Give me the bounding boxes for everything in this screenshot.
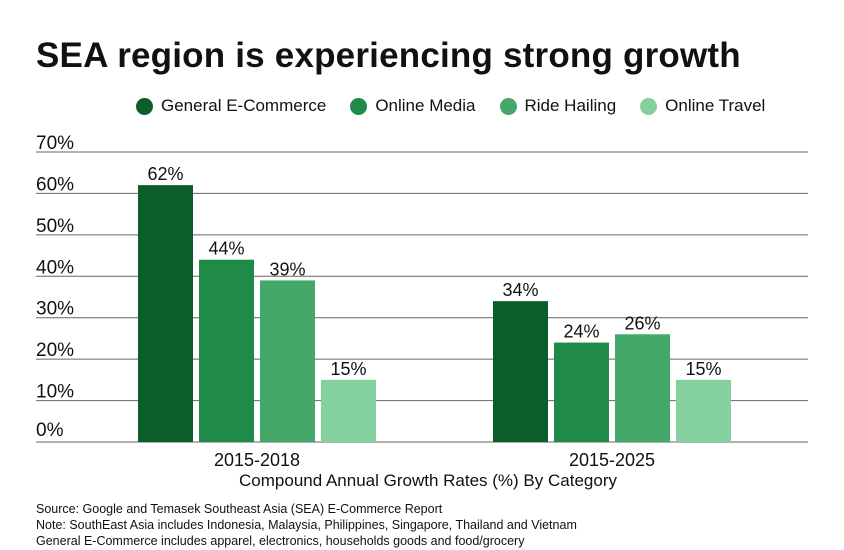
footnotes: Source: Google and Temasek Southeast Asi… bbox=[36, 501, 577, 549]
y-tick-label: 30% bbox=[36, 299, 74, 320]
bar bbox=[554, 342, 609, 442]
source-note: Source: Google and Temasek Southeast Asi… bbox=[36, 502, 443, 516]
data-label: 15% bbox=[330, 359, 366, 379]
y-tick-label: 20% bbox=[36, 340, 74, 361]
bar bbox=[260, 280, 315, 442]
chart-legend: General E-Commerce Online Media Ride Hai… bbox=[136, 96, 765, 116]
legend-label-online-media: Online Media bbox=[375, 96, 476, 115]
category-note: General E-Commerce includes apparel, ele… bbox=[36, 534, 525, 548]
legend-swatch-online-travel bbox=[640, 97, 658, 115]
x-axis-title: Compound Annual Growth Rates (%) By Cate… bbox=[239, 471, 617, 490]
y-tick-label: 10% bbox=[36, 382, 74, 403]
bar bbox=[615, 334, 670, 442]
data-label: 24% bbox=[563, 322, 599, 342]
legend-label-general-ecommerce: General E-Commerce bbox=[161, 96, 327, 115]
legend-label-online-travel: Online Travel bbox=[665, 96, 766, 115]
legend-swatch-online-media bbox=[350, 97, 368, 115]
legend-label-ride-hailing: Ride Hailing bbox=[524, 96, 617, 115]
legend-item-online-media: Online Media bbox=[350, 96, 476, 116]
y-tick-label: 70% bbox=[36, 133, 74, 154]
data-label: 44% bbox=[208, 239, 244, 259]
bar bbox=[321, 379, 376, 442]
legend-swatch-general-ecommerce bbox=[136, 97, 153, 115]
data-label: 34% bbox=[502, 280, 538, 300]
y-tick-label: 40% bbox=[36, 257, 74, 278]
bar bbox=[138, 185, 193, 442]
y-tick-label: 0% bbox=[36, 420, 64, 441]
data-label: 15% bbox=[685, 359, 721, 379]
chart-title: SEA region is experiencing strong growth bbox=[36, 36, 741, 75]
region-note: Note: SouthEast Asia includes Indonesia,… bbox=[36, 518, 577, 532]
legend-swatch-ride-hailing bbox=[499, 97, 517, 115]
legend-item-online-travel: Online Travel bbox=[640, 96, 765, 116]
data-label: 39% bbox=[269, 259, 305, 279]
data-label: 26% bbox=[624, 313, 660, 333]
y-tick-label: 50% bbox=[36, 216, 74, 237]
bar bbox=[199, 259, 254, 442]
y-tick-label: 60% bbox=[36, 174, 74, 195]
legend-item-ride-hailing: Ride Hailing bbox=[499, 96, 617, 116]
bar bbox=[676, 379, 731, 442]
bar bbox=[493, 301, 548, 442]
x-category-label: 2015-2018 bbox=[214, 450, 300, 470]
x-category-label: 2015-2025 bbox=[569, 450, 655, 470]
legend-item-general-ecommerce: General E-Commerce bbox=[136, 96, 326, 116]
data-label: 62% bbox=[147, 164, 183, 184]
